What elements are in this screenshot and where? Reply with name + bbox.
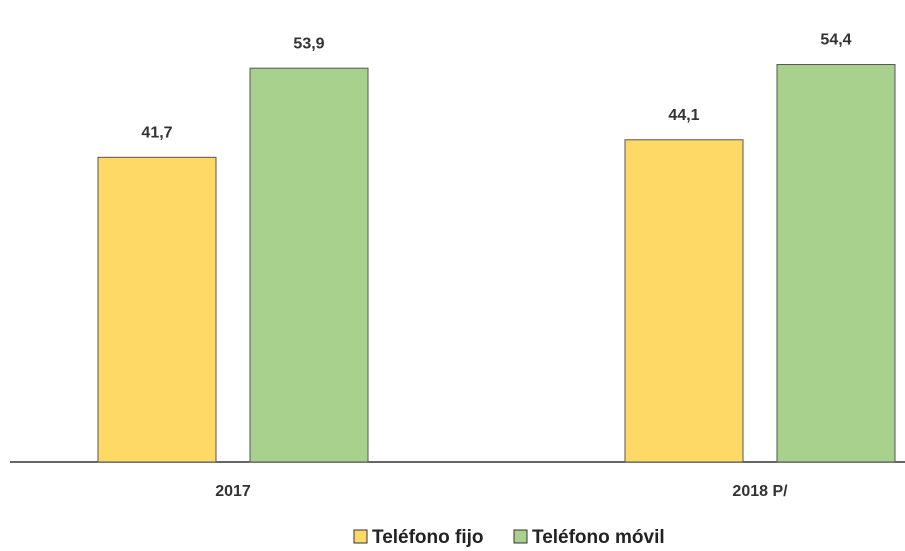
- legend-label: Teléfono móvil: [532, 527, 665, 548]
- data-label: 41,7: [141, 125, 172, 142]
- bar: [97, 156, 217, 463]
- data-label: 44,1: [668, 107, 699, 124]
- bar: [624, 139, 744, 463]
- legend-swatch: [353, 529, 368, 544]
- bar: [776, 64, 896, 463]
- legend-swatch: [513, 529, 528, 544]
- x-tick-label: 2017: [215, 483, 251, 500]
- bar: [249, 67, 369, 463]
- x-tick-label: 2018 P/: [732, 483, 788, 500]
- data-label: 53,9: [293, 35, 324, 52]
- legend-label: Teléfono fijo: [372, 527, 484, 548]
- data-label: 54,4: [820, 32, 851, 49]
